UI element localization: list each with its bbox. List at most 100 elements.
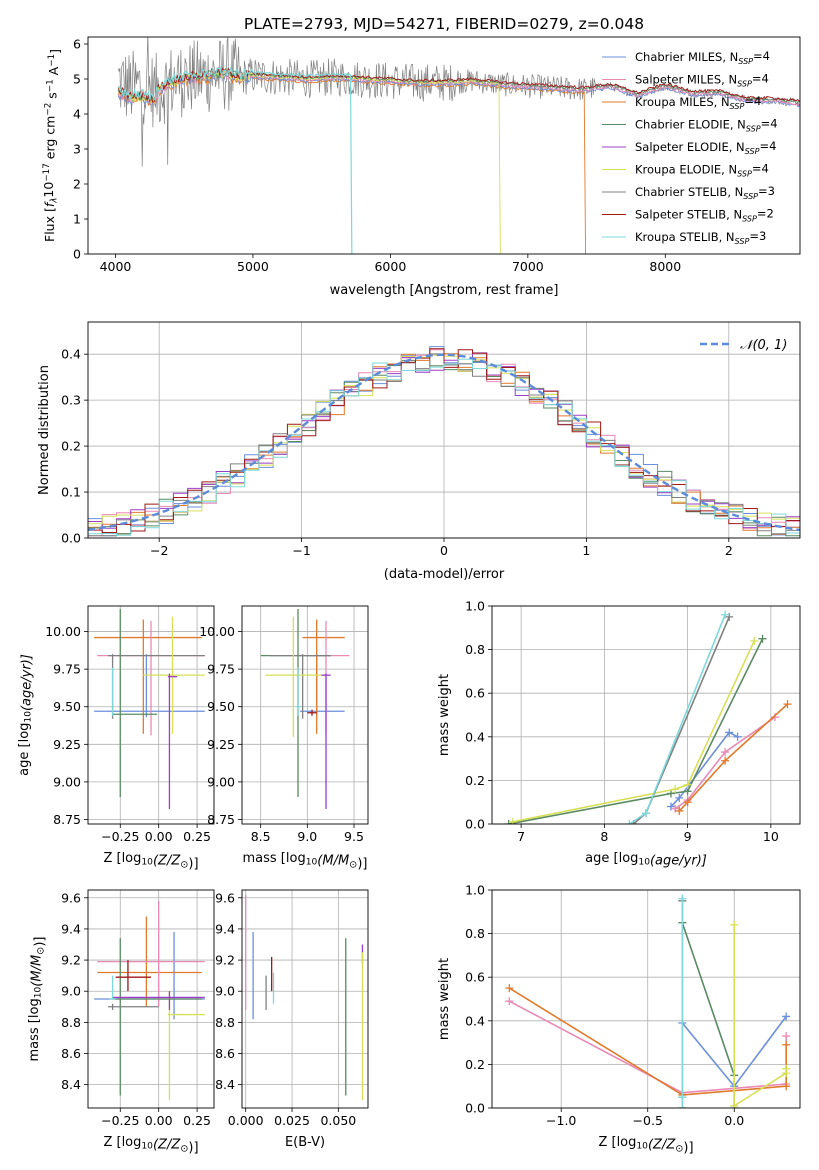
histogram-kroupa-stelib — [88, 358, 800, 536]
y-tick-label: 8.75 — [207, 812, 235, 827]
y-tick-label: 8.4 — [61, 1077, 81, 1092]
x-axis-label: Z [log10(Z/Z⊙)] — [103, 851, 198, 872]
x-tick-label: 9.0 — [297, 829, 317, 844]
errorbar-kroupa-stelib — [111, 667, 115, 716]
axes-frame — [491, 889, 801, 1109]
y-tick-label: 9.25 — [207, 737, 235, 752]
weight-line-kroupa-elodie — [733, 924, 787, 1108]
y-tick-label: 0 — [73, 247, 81, 262]
y-tick-label: 1 — [73, 212, 81, 227]
weight-marker — [750, 636, 759, 645]
weight-marker — [725, 728, 734, 737]
errorbar-chabrier-miles — [94, 654, 205, 718]
plot-area — [94, 609, 205, 809]
weight-marker — [733, 732, 742, 741]
y-tick-label: 9.0 — [215, 984, 235, 999]
model-spectrum-kroupa-stelib — [117, 65, 353, 254]
errorbar-salpeter-stelib — [115, 960, 151, 992]
weight-marker — [678, 1104, 687, 1108]
y-tick-label: 8.8 — [215, 1015, 235, 1030]
normal-distribution-curve — [88, 353, 800, 532]
weight-marker — [730, 920, 739, 929]
weight-marker — [678, 1093, 687, 1102]
y-tick-label: 1.0 — [465, 599, 485, 614]
y-tick-label: 0.4 — [61, 347, 81, 362]
errorbar-kroupa-stelib — [296, 667, 301, 716]
errorbar-chabrier-stelib — [270, 654, 331, 719]
y-axis-label: mass weight — [437, 674, 452, 756]
y-axis-label: Normed distribution — [37, 365, 52, 495]
x-tick-label: 5000 — [237, 259, 269, 274]
y-tick-label: 4 — [73, 107, 81, 122]
y-tick-label: 1.0 — [465, 883, 485, 898]
histogram-salpeter-stelib — [88, 348, 800, 533]
y-tick-label: 9.2 — [215, 953, 235, 968]
legend-entry: Kroupa ELODIE, NSSP=4 — [635, 161, 769, 178]
weight-marker — [782, 1032, 791, 1041]
legend-entry: Kroupa STELIB, NSSP=3 — [635, 229, 766, 246]
y-axis-label: Flux [fλ10−17 erg cm−2 s−1 A−1] — [41, 49, 63, 242]
x-tick-label: −0.25 — [101, 829, 139, 844]
x-tick-label: 7 — [517, 829, 525, 844]
y-tick-label: 9.00 — [53, 774, 81, 789]
weight-marker — [666, 789, 675, 798]
y-tick-label: 9.4 — [215, 921, 235, 936]
y-tick-label: 0.0 — [61, 531, 81, 546]
plot-area — [117, 37, 800, 254]
legend-entry: Salpeter ELODIE, NSSP=4 — [635, 139, 776, 156]
y-tick-label: 6 — [73, 37, 81, 52]
y-tick-label: 5 — [73, 72, 81, 87]
x-axis-label: Z [log10(Z/Z⊙)] — [598, 1135, 693, 1156]
mass-vs-metallicity-panel: −0.25 0.00 0.25 8.4 8.6 8.8 9.0 9.2 9.4 9.6 Z [log… — [27, 889, 215, 1156]
x-tick-label: 8000 — [649, 259, 681, 274]
weight-marker — [782, 1012, 791, 1021]
errorbar-kroupa-miles — [302, 619, 345, 734]
plot-area — [88, 346, 800, 537]
weight-marker — [782, 1064, 791, 1073]
y-tick-label: 3 — [73, 142, 81, 157]
age-vs-metallicity-panel: −0.25 0.00 0.25 8.75 9.00 9.25 9.50 9.75 10.00 Z … — [17, 605, 215, 872]
y-tick-label: 8.6 — [215, 1046, 235, 1061]
y-tick-label: 0.2 — [465, 1057, 485, 1072]
x-tick-label: 9 — [684, 829, 692, 844]
y-tick-label: 0.8 — [465, 642, 485, 657]
legend-entry: Kroupa MILES, NSSP=4 — [635, 94, 761, 111]
weight-marker — [783, 700, 792, 709]
y-tick-label: 0.8 — [465, 926, 485, 941]
x-tick-label: −0.25 — [101, 1113, 139, 1128]
plot-area — [245, 894, 364, 1101]
weight-marker — [721, 748, 730, 757]
x-tick-label: 0.000 — [228, 1113, 264, 1128]
x-tick-label: 8.5 — [251, 829, 271, 844]
model-spectrum-salpeter-stelib — [117, 66, 800, 103]
weight-marker — [730, 1101, 739, 1108]
y-tick-label: 9.6 — [61, 890, 81, 905]
x-tick-label: 6000 — [374, 259, 406, 274]
errorbar-salpeter-miles — [97, 900, 205, 1007]
x-axis-label: Z [log10(Z/Z⊙)] — [103, 1135, 198, 1156]
errorbar-kroupa-stelib — [109, 975, 116, 1000]
y-tick-label: 0.6 — [465, 686, 485, 701]
y-tick-label: 9.50 — [53, 699, 81, 714]
legend: Chabrier MILES, NSSP=4 Salpeter MILES, NS… — [602, 49, 778, 246]
x-tick-label: −1 — [292, 543, 310, 558]
y-tick-label: 0.4 — [465, 1013, 485, 1028]
weight-line-kroupa-miles — [678, 703, 789, 812]
errorbar-chabrier-stelib — [107, 654, 205, 719]
y-tick-label: 0.0 — [465, 1101, 485, 1116]
plot-area — [94, 900, 205, 1101]
errorbar-salpeter-elodie — [321, 673, 331, 809]
weight-marker — [505, 984, 514, 993]
x-tick-label: 0.25 — [183, 1113, 211, 1128]
x-tick-label: 7000 — [512, 259, 544, 274]
axes-frame — [241, 605, 369, 825]
y-tick-label: 0.0 — [465, 817, 485, 832]
axes-frame — [87, 321, 801, 539]
figure-title: PLATE=2793, MJD=54271, FIBERID=0279, z=0… — [244, 15, 644, 33]
weight-marker — [625, 820, 634, 824]
legend-entry: Salpeter MILES, NSSP=4 — [635, 71, 769, 88]
y-tick-label: 9.2 — [61, 953, 81, 968]
weight-line-chabrier-miles — [670, 731, 738, 808]
y-tick-label: 9.50 — [207, 699, 235, 714]
weight-marker — [758, 634, 767, 643]
